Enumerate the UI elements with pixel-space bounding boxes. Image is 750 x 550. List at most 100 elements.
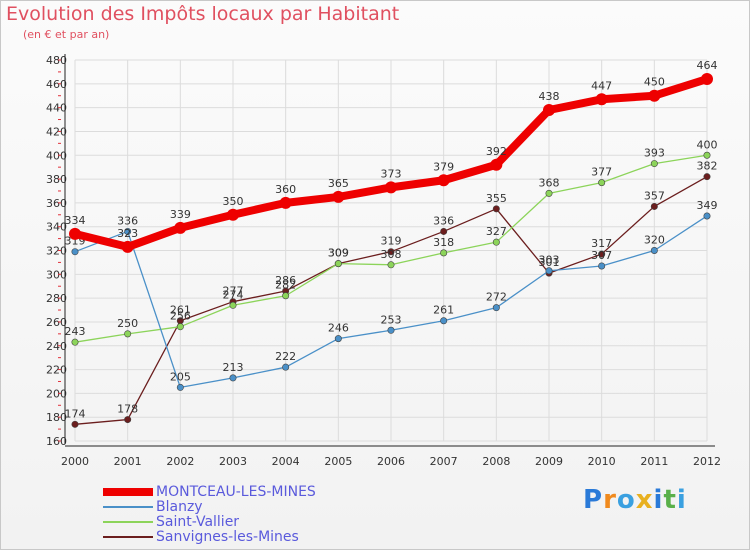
- data-point: [650, 247, 658, 255]
- data-label: 379: [433, 160, 454, 173]
- data-label: 368: [539, 176, 560, 189]
- data-label: 256: [170, 310, 191, 323]
- data-point: [440, 249, 448, 257]
- legend-label: Blanzy: [156, 499, 203, 515]
- chart-subtitle: (en € et par an): [23, 28, 110, 41]
- data-label: 400: [697, 138, 718, 151]
- data-label: 336: [433, 214, 454, 227]
- proxiti-logo: Proxiti: [583, 485, 687, 515]
- y-tick-label: 240: [46, 340, 67, 353]
- y-tick-label: 180: [46, 411, 67, 424]
- data-point: [545, 189, 553, 197]
- data-label: 309: [328, 247, 349, 260]
- data-point: [387, 248, 395, 256]
- data-label: 178: [117, 403, 138, 416]
- data-label: 327: [486, 225, 507, 238]
- data-label: 174: [65, 407, 86, 420]
- data-label: 272: [486, 291, 507, 304]
- y-tick-label: 320: [46, 245, 67, 258]
- logo-letter: x: [635, 485, 654, 515]
- data-point: [648, 89, 661, 102]
- data-point: [437, 174, 450, 187]
- legend-item: MONTCEAU-LES-MINES: [103, 484, 316, 500]
- x-tick-label: 2012: [693, 455, 721, 468]
- x-tick-label: 2011: [640, 455, 668, 468]
- y-tick-label: 300: [46, 268, 67, 281]
- legend-label: MONTCEAU-LES-MINES: [156, 484, 316, 500]
- data-label: 464: [697, 59, 718, 72]
- data-point: [440, 227, 448, 235]
- x-tick-label: 2007: [430, 455, 458, 468]
- x-tick-label: 2009: [535, 455, 563, 468]
- logo-letter: t: [663, 485, 677, 515]
- data-point: [227, 208, 239, 221]
- data-label: 360: [275, 183, 296, 196]
- legend-swatch: [103, 488, 153, 496]
- logo-letter: P: [583, 485, 604, 515]
- x-tick-label: 2002: [166, 455, 194, 468]
- data-label: 282: [275, 279, 296, 292]
- data-label: 261: [170, 304, 191, 317]
- data-point: [598, 262, 606, 270]
- y-tick-label: 340: [46, 221, 67, 234]
- legend-label: Saint-Vallier: [156, 514, 240, 530]
- data-point: [121, 240, 134, 253]
- data-label: 205: [170, 370, 191, 383]
- data-point: [124, 416, 132, 424]
- data-label: 392: [486, 145, 507, 158]
- data-point: [176, 323, 184, 331]
- logo-letter: i: [676, 485, 687, 515]
- data-label: 373: [381, 167, 402, 180]
- data-label: 286: [275, 274, 296, 287]
- data-point: [701, 73, 713, 86]
- data-point: [124, 227, 132, 235]
- series-blanzy: 319 336 205 213 222 246 253 261 272 303 307 320 349: [65, 199, 718, 391]
- data-label: 323: [117, 227, 138, 240]
- data-label: 253: [381, 313, 402, 326]
- data-point: [650, 202, 658, 210]
- data-label: 382: [697, 160, 718, 173]
- data-point: [176, 383, 184, 391]
- series-saint-vallier: 243 250 256 274 282 309 308 318 327 368 377 393 400: [65, 138, 718, 346]
- x-tick-label: 2010: [588, 455, 616, 468]
- data-label: 243: [65, 325, 86, 338]
- data-label: 447: [591, 79, 612, 92]
- data-label: 246: [328, 322, 349, 335]
- data-point: [490, 158, 503, 171]
- data-point: [229, 374, 237, 382]
- y-tick-label: 420: [46, 125, 67, 138]
- data-point: [595, 93, 608, 106]
- data-label: 274: [223, 288, 244, 301]
- legend-item: Sanvignes-les-Mines: [103, 529, 299, 545]
- data-label: 307: [591, 249, 612, 262]
- data-point: [332, 190, 345, 203]
- data-point: [334, 260, 342, 268]
- data-point: [71, 420, 79, 428]
- legend-item: Blanzy: [103, 499, 203, 515]
- y-tick-label: 160: [46, 435, 67, 448]
- data-point: [279, 196, 292, 209]
- data-label: 309: [328, 247, 349, 260]
- data-point: [543, 104, 555, 117]
- data-label: 438: [539, 90, 560, 103]
- data-point: [282, 363, 290, 371]
- data-label: 319: [381, 235, 402, 248]
- y-tick-label: 260: [46, 316, 67, 329]
- data-label: 355: [486, 192, 507, 205]
- data-label: 393: [644, 147, 665, 160]
- data-point: [174, 221, 187, 234]
- data-point: [703, 151, 711, 159]
- legend-swatch: [103, 521, 153, 523]
- data-point: [124, 330, 132, 338]
- data-point: [334, 335, 342, 343]
- logo-letter: i: [653, 485, 664, 515]
- data-point: [545, 267, 553, 275]
- logo-letter: o: [616, 485, 636, 515]
- series-montceau-les-mines: 334 323 339 350 360 365 373 379 392 438 447 450 464: [65, 59, 718, 253]
- data-label: 365: [328, 177, 349, 190]
- x-tick-label: 2008: [482, 455, 510, 468]
- data-point: [71, 248, 79, 256]
- y-tick-label: 440: [46, 102, 67, 115]
- data-point: [229, 301, 237, 309]
- data-label: 250: [117, 317, 138, 330]
